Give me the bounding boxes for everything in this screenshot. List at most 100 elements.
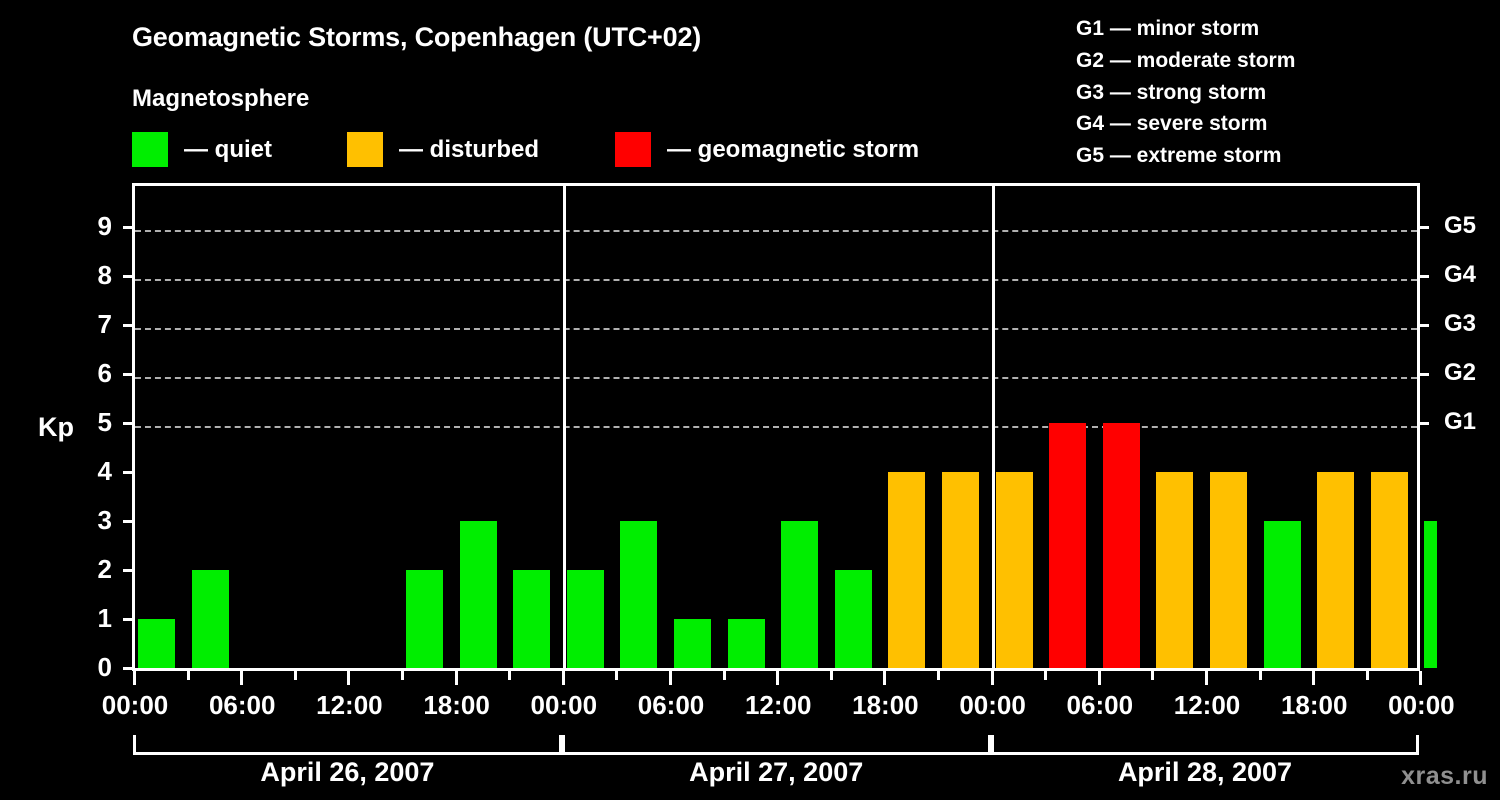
page-title: Geomagnetic Storms, Copenhagen (UTC+02) bbox=[132, 22, 702, 52]
g-axis-label-G2: G2 bbox=[1444, 359, 1477, 386]
y-tick-right-G2 bbox=[1418, 373, 1429, 376]
gridline-kp-8 bbox=[135, 279, 1417, 281]
x-tick-8 bbox=[990, 671, 994, 685]
x-axis-label-12: 00:00 bbox=[1388, 690, 1455, 720]
bar bbox=[1317, 472, 1355, 668]
gridline-kp-6 bbox=[135, 377, 1417, 379]
x-axis-label-8: 00:00 bbox=[959, 690, 1026, 720]
bar bbox=[1210, 472, 1247, 668]
x-tick-12 bbox=[1419, 671, 1423, 685]
g-axis-label-G4: G4 bbox=[1444, 261, 1477, 288]
x-axis-line bbox=[132, 668, 1420, 671]
x-axis-label-10: 12:00 bbox=[1173, 690, 1241, 720]
g-scale-row-1: G1 — minor storm bbox=[1076, 17, 1260, 40]
day-caption-3: April 28, 2007 bbox=[1117, 757, 1293, 787]
y-axis-label-3: 3 bbox=[97, 505, 112, 535]
bar bbox=[1370, 472, 1408, 668]
legend-swatch-geomagnetic-storm bbox=[615, 132, 651, 167]
bar bbox=[995, 472, 1033, 668]
day-caption-2: April 27, 2007 bbox=[689, 757, 864, 787]
y-axis-label-2: 2 bbox=[97, 554, 112, 584]
day-separator-1 bbox=[562, 186, 566, 668]
x-tick-4 bbox=[561, 671, 565, 685]
bar bbox=[513, 570, 551, 668]
bar bbox=[888, 472, 926, 668]
legend-label-geomagnetic-storm: — geomagnetic storm bbox=[667, 135, 920, 163]
x-axis-label-6: 12:00 bbox=[744, 690, 812, 720]
legend-label-disturbed: — disturbed bbox=[399, 135, 540, 163]
bar bbox=[781, 521, 819, 668]
y-tick-left-4 bbox=[123, 471, 134, 474]
y-axis-label-0: 0 bbox=[97, 652, 112, 682]
legend-entry-quiet: — quiet bbox=[132, 131, 272, 168]
x-axis-label-4: 00:00 bbox=[530, 690, 598, 720]
x-axis-label-9: 06:00 bbox=[1066, 690, 1134, 720]
gridline-kp-7 bbox=[135, 328, 1417, 330]
y-axis-label-4: 4 bbox=[97, 456, 112, 486]
plot-inner bbox=[135, 186, 1438, 668]
x-tick-0 bbox=[133, 671, 136, 685]
bar bbox=[406, 570, 443, 668]
bar bbox=[674, 619, 711, 668]
x-axis-label-3: 18:00 bbox=[423, 690, 490, 720]
bar bbox=[834, 570, 872, 668]
y-tick-right-G5 bbox=[1418, 226, 1429, 229]
y-axis-label-7: 7 bbox=[97, 309, 112, 339]
bar bbox=[620, 521, 658, 668]
g-scale-row-3: G3 — strong storm bbox=[1076, 80, 1267, 104]
x-tick-6 bbox=[776, 671, 780, 685]
day-caption-1: April 26, 2007 bbox=[260, 757, 435, 787]
y-tick-left-5 bbox=[123, 422, 134, 425]
gridline-kp-5 bbox=[135, 426, 1417, 428]
x-axis-label-2: 12:00 bbox=[316, 690, 383, 720]
x-tick-minor-13 bbox=[829, 671, 833, 680]
x-axis-label-1: 06:00 bbox=[208, 690, 276, 720]
bar bbox=[459, 521, 497, 668]
x-axis-label-5: 06:00 bbox=[637, 690, 705, 720]
x-axis-label-7: 18:00 bbox=[852, 690, 919, 720]
x-tick-minor-1 bbox=[186, 671, 190, 680]
bar bbox=[1263, 521, 1301, 668]
day-bracket-1 bbox=[133, 735, 562, 755]
x-tick-1 bbox=[240, 671, 244, 685]
bar bbox=[138, 619, 175, 668]
magnetosphere-label: Magnetosphere bbox=[132, 85, 310, 112]
g-scale-row-4: G4 — severe storm bbox=[1076, 112, 1268, 136]
y-tick-left-7 bbox=[123, 324, 134, 327]
day-bracket-3 bbox=[990, 735, 1420, 755]
y-axis-label-9: 9 bbox=[97, 211, 112, 241]
x-tick-minor-23 bbox=[1365, 671, 1369, 680]
x-tick-5 bbox=[669, 671, 672, 685]
plot-area bbox=[132, 183, 1438, 668]
x-tick-minor-21 bbox=[1258, 671, 1262, 680]
x-tick-minor-17 bbox=[1044, 671, 1048, 680]
y-axis-label-8: 8 bbox=[97, 260, 112, 290]
x-tick-minor-11 bbox=[722, 671, 726, 680]
x-axis-label-11: 18:00 bbox=[1280, 690, 1348, 720]
y-tick-left-8 bbox=[123, 275, 134, 278]
g-scale-row-2: G2 — moderate storm bbox=[1076, 48, 1296, 72]
y-tick-left-6 bbox=[123, 373, 134, 376]
y-tick-right-G3 bbox=[1418, 324, 1429, 327]
x-tick-minor-9 bbox=[615, 671, 619, 680]
y-tick-left-3 bbox=[123, 520, 134, 523]
legend-label-quiet: — quiet bbox=[184, 135, 272, 163]
y-axis-label-6: 6 bbox=[97, 358, 112, 388]
g-scale-legend: G1 — minor storm G2 — moderate storm G3 — … bbox=[1076, 13, 1406, 172]
bar bbox=[566, 570, 604, 668]
day-bracket-2 bbox=[561, 735, 991, 755]
y-tick-left-0 bbox=[123, 667, 134, 670]
bar bbox=[1424, 521, 1438, 668]
x-tick-2 bbox=[347, 671, 351, 685]
x-tick-minor-19 bbox=[1151, 671, 1155, 680]
bar bbox=[1049, 423, 1087, 668]
x-tick-3 bbox=[454, 671, 458, 685]
g-axis-label-G5: G5 bbox=[1444, 212, 1477, 239]
y-tick-right-G1 bbox=[1418, 422, 1429, 425]
g-scale-row-5: G5 — extreme storm bbox=[1076, 144, 1282, 168]
y-axis-label-5: 5 bbox=[97, 407, 112, 437]
x-tick-9 bbox=[1097, 671, 1101, 685]
x-tick-minor-5 bbox=[401, 671, 404, 680]
day-separator-2 bbox=[991, 186, 995, 668]
legend-swatch-quiet bbox=[132, 132, 168, 167]
